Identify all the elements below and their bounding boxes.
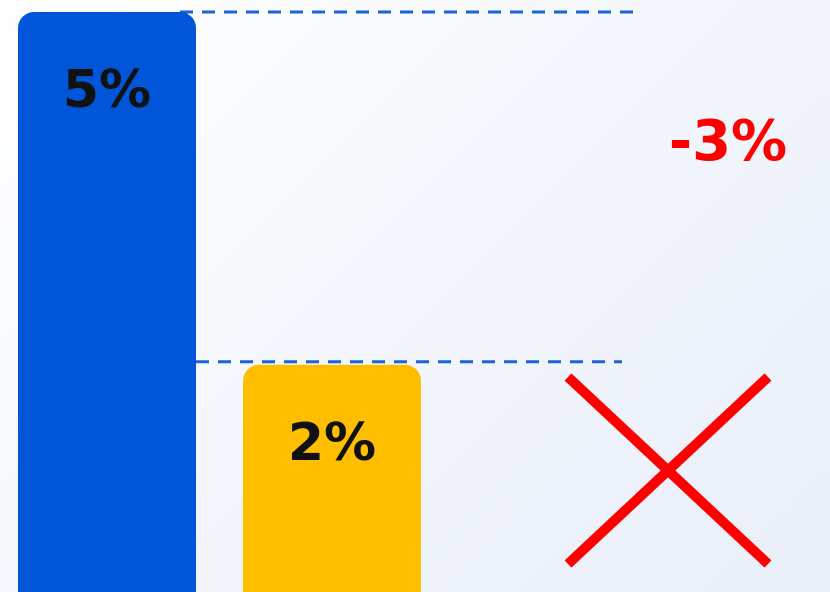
bar-1	[18, 12, 196, 592]
cross-icon	[564, 373, 772, 568]
reference-lines	[180, 10, 637, 364]
bar-labels-group: 5% 2%	[63, 60, 376, 473]
bar-value-label-2: 2%	[288, 413, 376, 473]
bar-value-label-1: 5%	[63, 60, 151, 120]
bar-2	[243, 364, 421, 592]
difference-label: -3%	[669, 109, 787, 174]
bars-group	[18, 12, 421, 592]
cross-stroke-2	[564, 373, 772, 568]
